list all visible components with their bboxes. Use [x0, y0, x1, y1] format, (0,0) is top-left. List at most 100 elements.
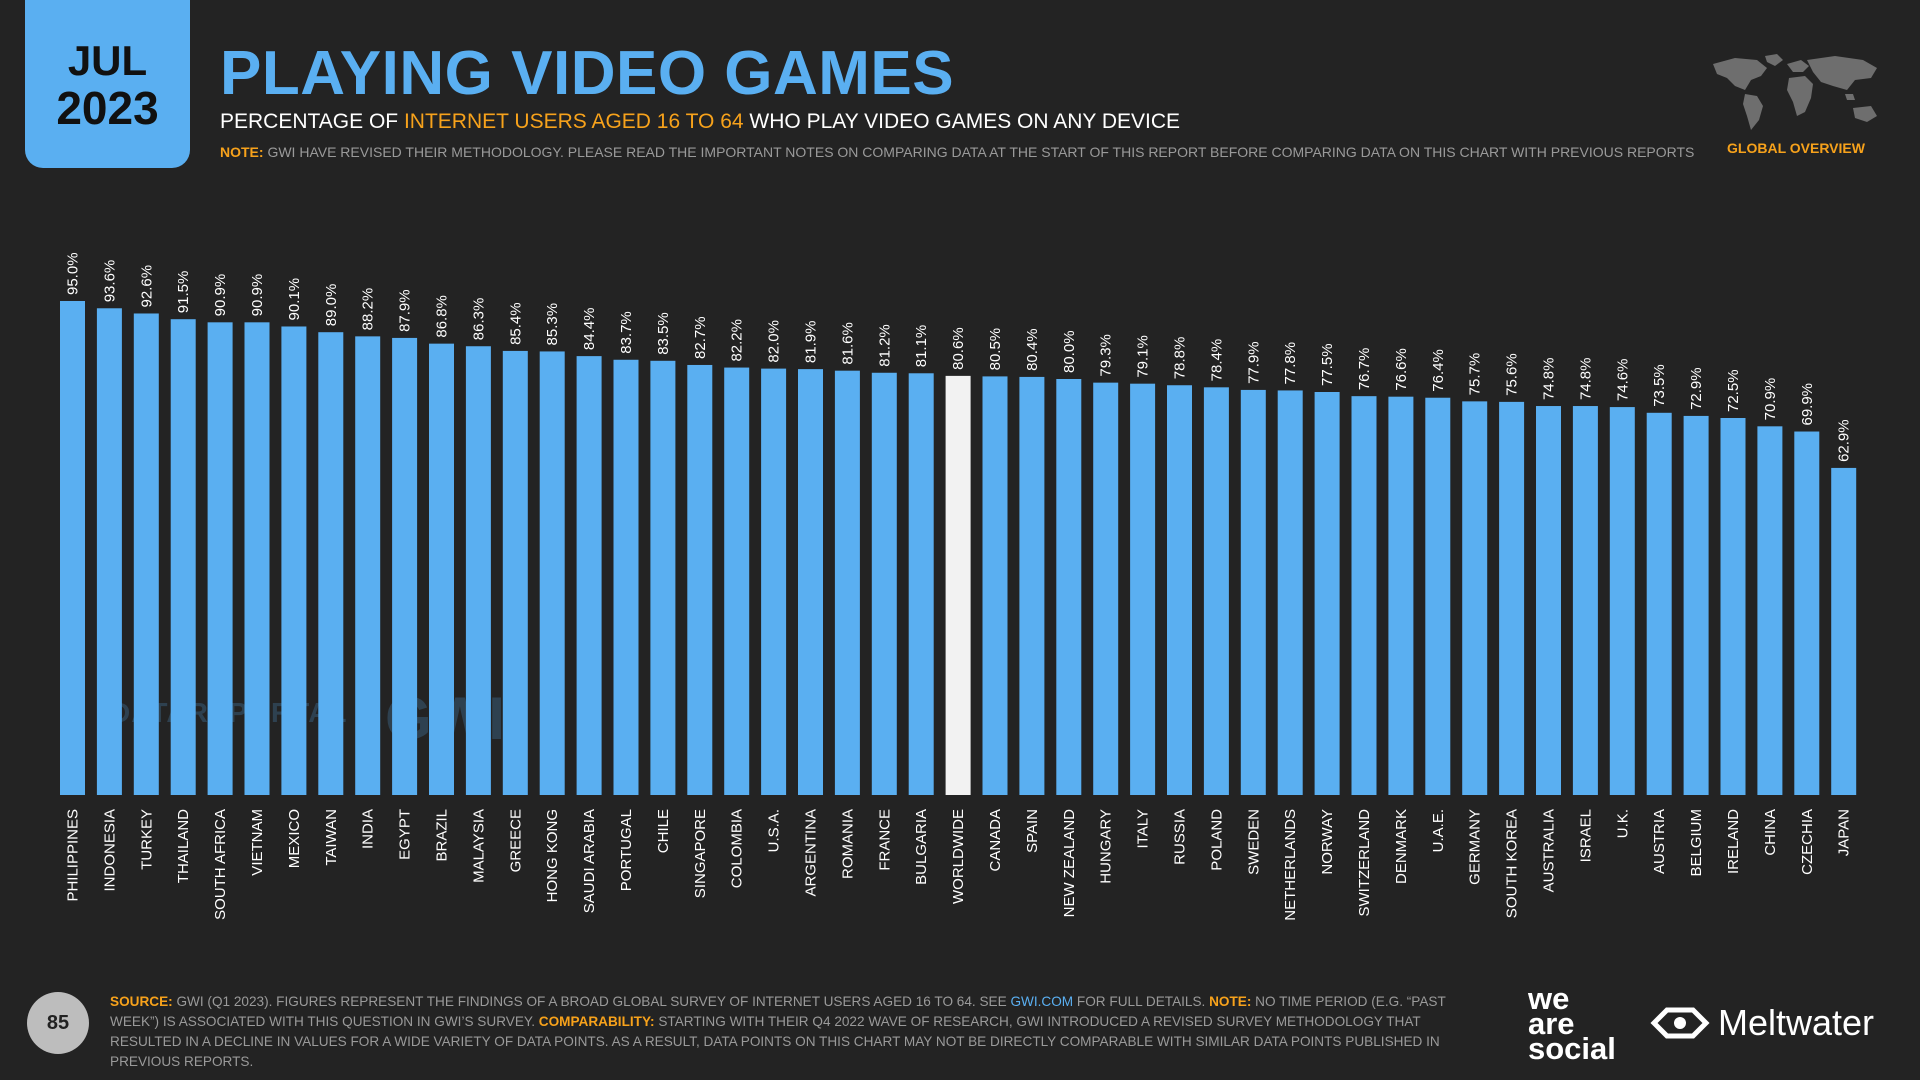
category-label: PHILIPPINES	[65, 809, 82, 902]
category-label: SOUTH AFRICA	[212, 809, 229, 920]
bar-thailand	[170, 319, 196, 795]
badge-month: JUL	[67, 37, 148, 84]
value-label: 72.9%	[1688, 367, 1705, 410]
note-label: NOTE:	[220, 144, 264, 160]
value-label: 79.1%	[1135, 335, 1152, 378]
category-label: MEXICO	[286, 809, 303, 868]
value-label: 74.8%	[1577, 357, 1594, 400]
bar-australia	[1536, 406, 1561, 795]
date-badge: JUL 2023	[25, 0, 190, 168]
value-label: 76.6%	[1393, 348, 1410, 391]
methodology-note: NOTE: GWI HAVE REVISED THEIR METHODOLOGY…	[220, 144, 1694, 160]
category-label: COLOMBIA	[729, 809, 746, 888]
bar-india	[355, 336, 381, 795]
value-label: 88.2%	[360, 288, 377, 331]
bar-taiwan	[318, 332, 344, 795]
bar-japan	[1831, 467, 1857, 795]
category-label: INDONESIA	[101, 809, 118, 892]
bar-brazil	[429, 343, 454, 795]
chart-subtitle: PERCENTAGE OF INTERNET USERS AGED 16 TO …	[220, 110, 1180, 134]
category-label: MALAYSIA	[470, 809, 487, 883]
value-label: 85.4%	[507, 302, 524, 345]
category-label: U.A.E.	[1430, 809, 1447, 852]
bar-u-a-e	[1425, 397, 1451, 795]
bar-new-zealand	[1056, 379, 1082, 795]
bar-belgium	[1683, 415, 1709, 795]
bar-czechia	[1794, 431, 1820, 795]
category-label: TAIWAN	[323, 809, 340, 866]
value-label: 62.9%	[1836, 419, 1853, 462]
category-label: SWITZERLAND	[1356, 809, 1373, 917]
source-footnote: SOURCE: GWI (Q1 2023). FIGURES REPRESENT…	[110, 992, 1490, 1072]
bar-south-africa	[207, 322, 233, 795]
bar-portugal	[613, 359, 639, 795]
category-label: CZECHIA	[1799, 809, 1816, 875]
meltwater-logo: Meltwater	[1650, 1002, 1874, 1044]
gwi-link[interactable]: GWI.COM	[1010, 994, 1074, 1009]
subtitle-pre: PERCENTAGE OF	[220, 110, 404, 133]
category-label: GERMANY	[1467, 809, 1484, 885]
category-label: IRELAND	[1725, 809, 1742, 874]
bar-canada	[982, 376, 1008, 795]
bar-malaysia	[465, 346, 491, 795]
page-title: PLAYING VIDEO GAMES	[220, 39, 955, 108]
value-label: 85.3%	[544, 303, 561, 346]
value-label: 80.4%	[1024, 328, 1041, 371]
category-label: SWEDEN	[1245, 809, 1262, 875]
bar-netherlands	[1277, 390, 1303, 795]
category-label: BULGARIA	[913, 809, 930, 885]
value-label: 69.9%	[1799, 383, 1816, 426]
value-label: 90.1%	[286, 278, 303, 321]
source-text-2: FOR FULL DETAILS.	[1073, 994, 1210, 1009]
category-label: HUNGARY	[1098, 809, 1115, 884]
global-overview-label: GLOBAL OVERVIEW	[1727, 140, 1865, 156]
value-label: 90.9%	[249, 274, 266, 317]
category-label: ARGENTINA	[803, 809, 820, 897]
logo-are: are	[1528, 1006, 1575, 1041]
category-label: EGYPT	[397, 809, 414, 860]
category-label: TURKEY	[138, 809, 155, 870]
value-label: 91.5%	[175, 271, 192, 314]
category-label: WORLDWIDE	[950, 809, 967, 904]
bar-egypt	[392, 337, 418, 795]
category-label: SAUDI ARABIA	[581, 809, 598, 913]
bar-chile	[650, 360, 676, 795]
bar-colombia	[724, 367, 750, 795]
bar-spain	[1019, 376, 1045, 795]
bar-denmark	[1388, 396, 1414, 795]
value-label: 82.7%	[692, 316, 709, 359]
bar-worldwide	[945, 375, 971, 795]
world-map-icon	[1713, 54, 1877, 130]
value-label: 80.5%	[987, 328, 1004, 371]
category-label: POLAND	[1208, 809, 1225, 871]
value-label: 74.8%	[1541, 357, 1558, 400]
value-label: 84.4%	[581, 308, 598, 351]
category-label: RUSSIA	[1172, 809, 1189, 865]
category-label: BRAZIL	[434, 809, 451, 862]
value-label: 83.7%	[618, 311, 635, 354]
source-text-3: NO TIME PERIOD (E.G. “PAST WEEK”) IS ASS…	[110, 994, 1446, 1029]
value-label: 73.5%	[1651, 364, 1668, 407]
category-label: BELGIUM	[1688, 809, 1705, 877]
logo-social: social	[1528, 1031, 1616, 1066]
bar-sweden	[1240, 389, 1266, 795]
category-label: U.K.	[1614, 809, 1631, 838]
value-label: 72.5%	[1725, 369, 1742, 412]
category-label: NORWAY	[1319, 809, 1336, 875]
value-label: 77.8%	[1282, 342, 1299, 385]
category-label: NEW ZEALAND	[1061, 809, 1078, 918]
category-label: INDIA	[360, 809, 377, 849]
value-label: 79.3%	[1098, 334, 1115, 377]
we-are-social-logo: we are social	[1528, 981, 1616, 1066]
bar-bulgaria	[908, 373, 934, 795]
value-label: 81.6%	[839, 322, 856, 365]
bar-romania	[834, 370, 860, 795]
badge-year: 2023	[56, 82, 159, 134]
logo-we: we	[1528, 981, 1570, 1016]
category-label: CANADA	[987, 809, 1004, 872]
bar-vietnam	[244, 322, 270, 795]
category-label: ROMANIA	[839, 809, 856, 879]
bar-hong-kong	[539, 351, 565, 795]
value-label: 81.9%	[803, 321, 820, 364]
category-label: VIETNAM	[249, 809, 266, 876]
